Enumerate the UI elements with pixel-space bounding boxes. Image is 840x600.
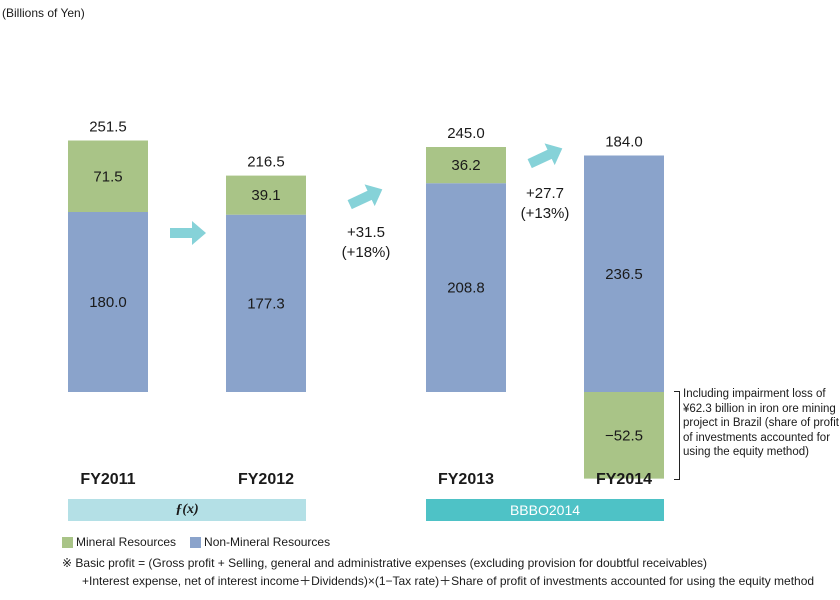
bar-mineral-fy2013: [426, 147, 506, 184]
bar-non-mineral-fy2014: [584, 155, 664, 392]
impairment-note: Including impairment loss of ¥62.3 billi…: [683, 388, 839, 458]
basic-profit-chart: 180.0 71.5 251.5 FY2011 177.3 39.1 216.5 FY2012…: [68, 119, 664, 488]
arrow-fy2011-fy2012-shape: [170, 221, 206, 245]
total-label-fy2013: 245.0: [447, 125, 485, 142]
bar-non-mineral-fy2013: [426, 183, 506, 392]
change-label-1-percent: (+18%): [342, 244, 391, 261]
label-non-mineral-fy2011: 180.0: [89, 294, 127, 311]
plan-band-fx: ƒ(x): [68, 499, 306, 521]
change-label-2-percent: (+13%): [521, 205, 570, 222]
arrow-fy2013-fy2014: [527, 143, 563, 169]
label-mineral-fy2012: 39.1: [251, 187, 280, 204]
label-mineral-fy2011: 71.5: [93, 168, 122, 185]
note-bracket: [674, 391, 680, 480]
arrow-fy2012-fy2013-shape: [347, 184, 383, 210]
footnote-line-2: +Interest expense, net of interest incom…: [82, 574, 815, 588]
label-non-mineral-fy2013: 208.8: [447, 280, 485, 297]
bar-mineral-fy2011: [68, 140, 148, 212]
category-label-fy2012: FY2012: [238, 471, 294, 488]
unit-label: (Billions of Yen): [2, 6, 85, 20]
label-mineral-fy2014: −52.5: [605, 427, 643, 444]
arrow-fy2011-fy2012: [170, 221, 206, 245]
legend-label-mineral: Mineral Resources: [76, 535, 177, 549]
label-mineral-fy2013: 36.2: [451, 157, 480, 174]
footnote: ※ Basic profit = (Gross profit + Selling…: [62, 554, 840, 590]
total-label-fy2011: 251.5: [89, 119, 127, 136]
legend-item-mineral: Mineral Resources: [62, 535, 176, 549]
arrow-fy2012-fy2013: [347, 184, 383, 210]
legend-item-non-mineral: Non-Mineral Resources: [190, 535, 330, 549]
footnote-line-1: ※ Basic profit = (Gross profit + Selling…: [62, 556, 708, 570]
bar-mineral-fy2012: [226, 175, 306, 215]
label-non-mineral-fy2014: 236.5: [605, 266, 643, 283]
label-non-mineral-fy2012: 177.3: [247, 295, 285, 312]
plan-band-bbbo2014: BBBO2014: [426, 499, 664, 521]
category-label-fy2014: FY2014: [596, 471, 652, 488]
category-label-fy2011: FY2011: [80, 471, 135, 488]
arrow-fy2013-fy2014-shape: [527, 143, 563, 169]
change-label-2-amount: +27.7: [526, 185, 564, 202]
legend: Mineral Resources Non-Mineral Resources: [62, 535, 330, 549]
change-label-1-amount: +31.5: [347, 224, 385, 241]
bar-non-mineral-fy2011: [68, 212, 148, 392]
bar-mineral-fy2014: [584, 392, 664, 479]
bar-non-mineral-fy2012: [226, 214, 306, 392]
legend-swatch-mineral: [62, 536, 73, 548]
legend-label-non-mineral: Non-Mineral Resources: [204, 535, 331, 549]
total-label-fy2012: 216.5: [247, 154, 285, 171]
legend-swatch-non-mineral: [190, 536, 202, 548]
total-label-fy2014: 184.0: [605, 134, 643, 151]
category-label-fy2013: FY2013: [438, 471, 494, 488]
